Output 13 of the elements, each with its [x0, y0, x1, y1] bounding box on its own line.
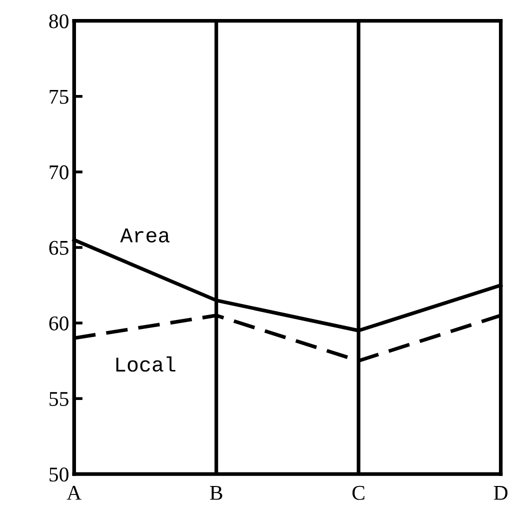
- x-tick-label: D: [494, 486, 508, 500]
- y-tick-label: 60: [49, 316, 68, 330]
- x-tick-label: C: [352, 486, 364, 500]
- x-tick-label: B: [210, 486, 222, 500]
- series-label: Area: [120, 228, 170, 242]
- series-label: Local: [116, 356, 176, 372]
- x-tick-label: A: [66, 486, 82, 500]
- y-tick-label: 80: [49, 14, 68, 28]
- y-tick-label: 75: [50, 90, 68, 104]
- y-tick-label: 65: [49, 240, 68, 255]
- y-tick-label: 55: [50, 392, 68, 406]
- y-tick-label: 50: [50, 467, 68, 482]
- y-tick-label: 70: [50, 165, 68, 180]
